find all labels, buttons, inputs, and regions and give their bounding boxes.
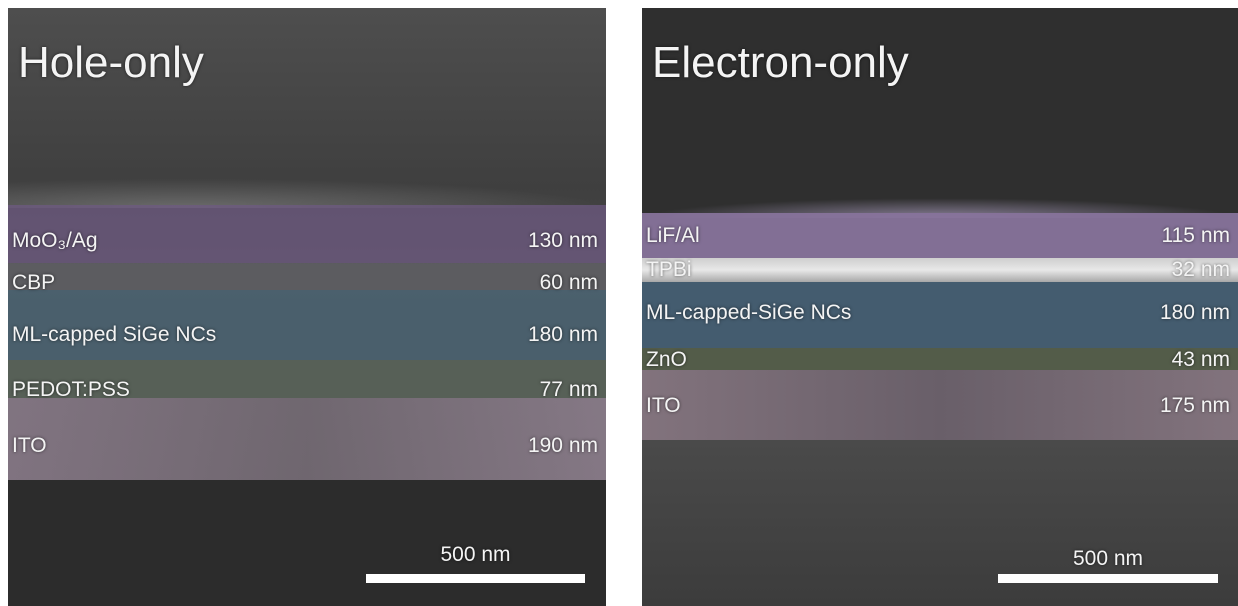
sem-panel: Hole-only MoO₃/Ag 130 nm CBP 60 nm ML-capped … (8, 8, 606, 606)
scale-bar-label: 500 nm (366, 543, 585, 567)
layer-thickness: 175 nm (1160, 394, 1230, 418)
layer-band (8, 178, 606, 208)
layer-band (8, 263, 606, 290)
sem-panel: Electron-only LiF/Al 115 nm TPBi 32 nm ML-cap… (642, 8, 1238, 606)
layer-name: MoO₃/Ag (12, 229, 98, 253)
layer-thickness: 60 nm (540, 271, 598, 295)
layer-name: TPBi (646, 258, 692, 282)
scale-bar (366, 574, 585, 583)
layer-name: ITO (646, 394, 681, 418)
scale-bar-label: 500 nm (998, 547, 1218, 571)
layer-name: ITO (12, 434, 47, 458)
layer-band (642, 213, 1238, 258)
layer-thickness: 130 nm (528, 229, 598, 253)
layer-band (642, 370, 1238, 440)
layer-name: ML-capped-SiGe NCs (646, 301, 851, 325)
layer-thickness: 190 nm (528, 434, 598, 458)
layer-name: CBP (12, 271, 55, 295)
layer-name: PEDOT:PSS (12, 378, 130, 402)
page: Hole-only MoO₃/Ag 130 nm CBP 60 nm ML-capped … (0, 0, 1238, 606)
layer-thickness: 43 nm (1172, 348, 1230, 372)
layer-name: ZnO (646, 348, 687, 372)
layer-band (8, 398, 606, 480)
scale-bar (998, 574, 1218, 583)
layer-thickness: 115 nm (1162, 224, 1231, 248)
layer-thickness: 32 nm (1172, 258, 1230, 282)
layer-thickness: 180 nm (528, 323, 598, 347)
panel-title: Hole-only (18, 38, 204, 88)
layer-thickness: 180 nm (1160, 301, 1230, 325)
layer-name: ML-capped SiGe NCs (12, 323, 216, 347)
layer-thickness: 77 nm (540, 378, 598, 402)
panel-title: Electron-only (652, 38, 909, 88)
layer-name: LiF/Al (646, 224, 700, 248)
layer-band (642, 348, 1238, 370)
layer-band (642, 258, 1238, 282)
